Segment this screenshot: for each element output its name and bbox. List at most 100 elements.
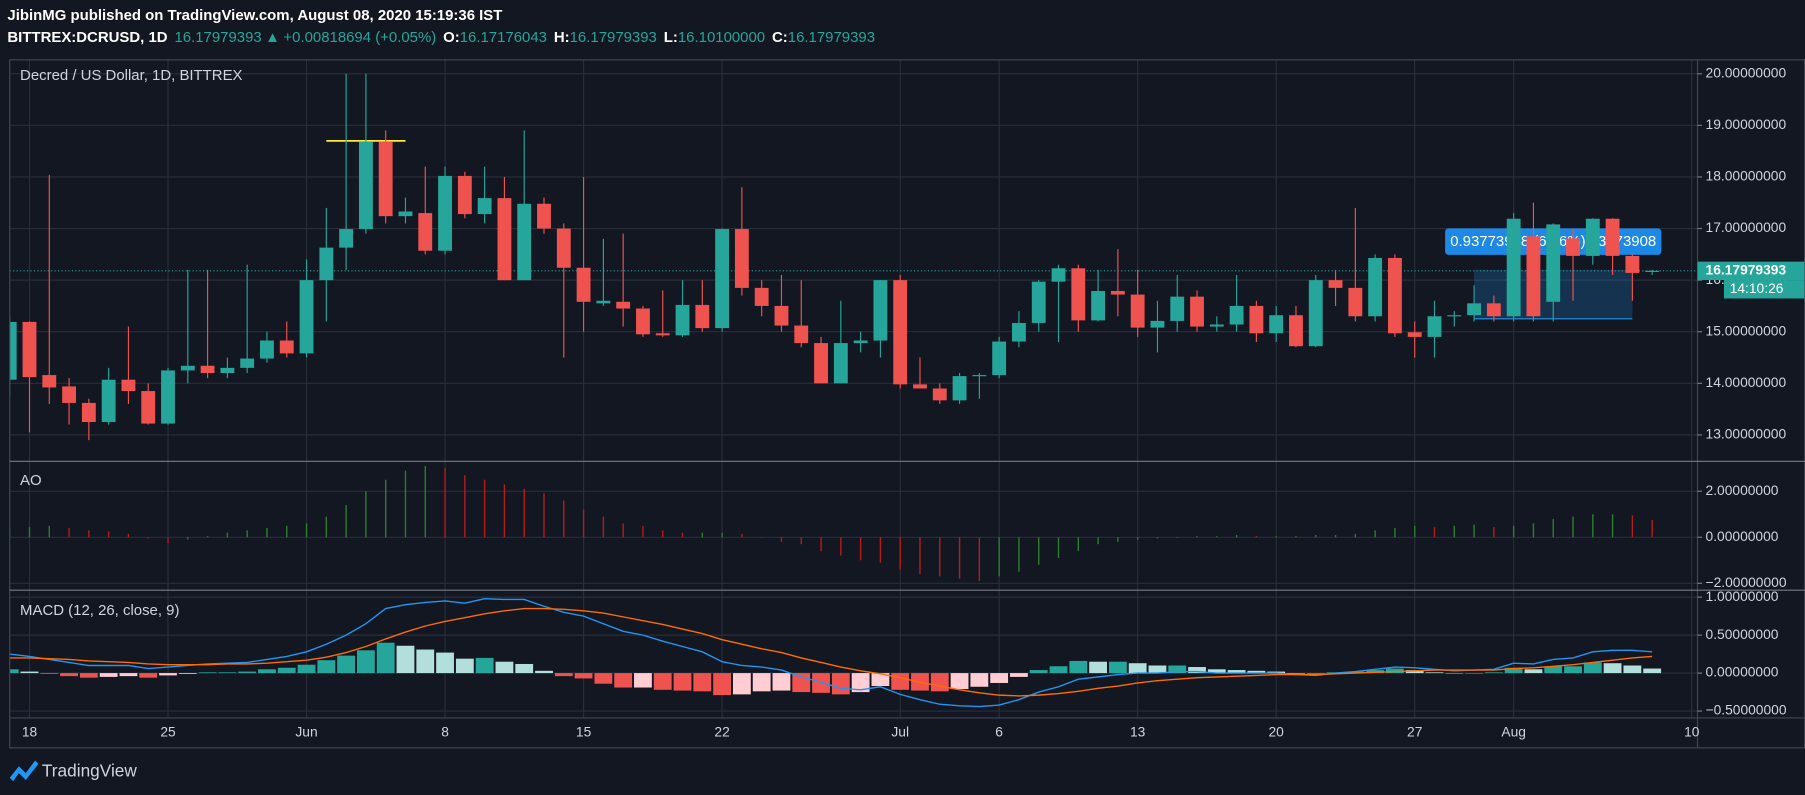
macd-line bbox=[9, 597, 1653, 708]
candle-body bbox=[1526, 236, 1541, 317]
ao-bar bbox=[1216, 536, 1218, 538]
candle-body bbox=[913, 384, 927, 389]
candle-body bbox=[1447, 315, 1462, 317]
macd-histogram-bar bbox=[60, 673, 78, 677]
ao-bar bbox=[206, 536, 209, 538]
ao-bar bbox=[1433, 526, 1436, 538]
y-tick-label: 14.00000000 bbox=[1706, 375, 1787, 390]
ao-bar bbox=[919, 537, 921, 575]
macd-histogram-bar bbox=[1583, 662, 1602, 674]
arrow: ▲ bbox=[265, 29, 280, 46]
candle-body bbox=[1269, 315, 1284, 334]
ao-bar bbox=[602, 516, 605, 538]
candle-body bbox=[1012, 322, 1026, 342]
macd-histogram-bar bbox=[1484, 672, 1503, 674]
last-price-tag bbox=[1697, 261, 1805, 281]
ao-bar bbox=[365, 491, 367, 538]
ao-bar bbox=[1493, 526, 1495, 538]
x-tick-label: Jun bbox=[295, 725, 317, 740]
macd-histogram-bar bbox=[159, 673, 177, 676]
candle-body bbox=[220, 367, 235, 374]
symbol: BITTREX:DCRUSD, 1D bbox=[7, 29, 167, 46]
candle-body bbox=[715, 229, 730, 329]
candle-body bbox=[1328, 280, 1343, 288]
candle-body bbox=[616, 301, 631, 309]
macd-histogram-bar bbox=[337, 655, 356, 674]
candle-body bbox=[62, 386, 76, 403]
macd-histogram-bar bbox=[1287, 673, 1305, 674]
ao-bar bbox=[187, 537, 189, 540]
ao-bar bbox=[1196, 536, 1198, 538]
macd-histogram-bar bbox=[851, 673, 870, 693]
macd-histogram-bar bbox=[653, 673, 672, 690]
ao-bar bbox=[879, 537, 882, 563]
ao-bar bbox=[978, 537, 981, 582]
ao-bar bbox=[266, 528, 268, 538]
ao-bar bbox=[68, 528, 70, 538]
ao-bar bbox=[1453, 525, 1455, 538]
macd-histogram-bar bbox=[1069, 660, 1088, 674]
candle-body bbox=[1170, 296, 1185, 321]
ao-bar bbox=[1374, 530, 1376, 538]
macd-histogram-bar bbox=[871, 673, 890, 687]
candle-body bbox=[1190, 296, 1204, 327]
y-tick-label: 18.00000000 bbox=[1706, 169, 1787, 184]
candle-body bbox=[497, 198, 512, 281]
x-tick-label: 20 bbox=[1269, 725, 1285, 740]
ao-bar bbox=[1038, 537, 1040, 565]
plot-area: 0.93773908 (6.16%) 93773908 bbox=[9, 73, 1698, 708]
candle-body bbox=[1368, 257, 1383, 317]
macd-histogram-bar bbox=[752, 673, 771, 692]
candle-body bbox=[299, 280, 314, 354]
candle-body bbox=[101, 379, 116, 423]
x-tick-label: 22 bbox=[714, 725, 729, 740]
candle-body bbox=[477, 198, 492, 215]
ao-legend: AO bbox=[20, 472, 42, 489]
ao-bar bbox=[523, 488, 525, 538]
candle-body bbox=[339, 229, 354, 248]
candle-body bbox=[1506, 218, 1521, 317]
y-tick-label: −0.50000000 bbox=[1706, 703, 1787, 718]
ao-bar bbox=[760, 537, 763, 538]
candle-body bbox=[734, 229, 749, 288]
macd-histogram-bar bbox=[9, 669, 19, 674]
ao-bar bbox=[582, 509, 585, 538]
candle-body bbox=[1427, 316, 1442, 337]
macd-histogram-bar bbox=[1386, 668, 1404, 674]
macd-histogram-bar bbox=[396, 645, 415, 674]
ohlc-label: O: bbox=[443, 29, 460, 46]
macd-line bbox=[9, 607, 1653, 697]
macd-histogram-bar bbox=[1247, 670, 1266, 674]
macd-histogram-bar bbox=[1148, 665, 1167, 674]
macd-histogram-bar bbox=[1108, 661, 1127, 674]
macd-histogram-bar bbox=[831, 673, 850, 695]
ao-bar bbox=[1057, 537, 1060, 558]
ao-bar bbox=[859, 537, 862, 561]
x-tick-label: 15 bbox=[576, 725, 592, 740]
ao-bar bbox=[286, 525, 288, 538]
candle-body bbox=[1625, 255, 1640, 273]
candle-body bbox=[636, 308, 650, 335]
ao-bar bbox=[48, 525, 50, 538]
macd-histogram-bar bbox=[297, 664, 316, 674]
ao-bar bbox=[1077, 537, 1079, 552]
ao-bar bbox=[1552, 518, 1554, 538]
y-tick-label: 19.00000000 bbox=[1706, 117, 1787, 132]
candle-body bbox=[833, 343, 848, 384]
candle-body bbox=[1645, 270, 1660, 272]
ao-bar bbox=[820, 537, 822, 552]
candle-body bbox=[22, 321, 37, 378]
y-tick-label: 0.50000000 bbox=[1706, 627, 1779, 642]
candle-body bbox=[378, 141, 393, 217]
ao-bar bbox=[1532, 523, 1535, 538]
macd-histogram-bar bbox=[198, 672, 217, 674]
candle-body bbox=[1308, 280, 1323, 347]
x-tick-label: Aug bbox=[1501, 725, 1526, 740]
macd-histogram-bar bbox=[277, 667, 296, 674]
y-tick-label: 17.00000000 bbox=[1706, 220, 1787, 235]
candle-body bbox=[9, 321, 17, 380]
ohlc-label: H: bbox=[554, 29, 570, 46]
y-tick-label: 20.00000000 bbox=[1706, 65, 1787, 80]
candle-body bbox=[260, 340, 274, 359]
